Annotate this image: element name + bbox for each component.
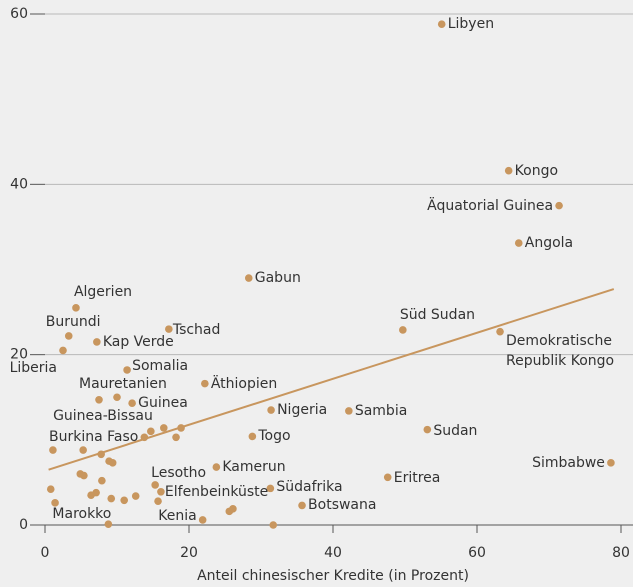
point — [120, 496, 128, 505]
point — [423, 425, 432, 434]
point — [104, 520, 113, 528]
point — [154, 497, 162, 505]
point-label: Lesotho — [151, 464, 207, 481]
x-tick-label: 80 — [612, 545, 630, 561]
point-label: Botswana — [308, 497, 377, 514]
point-label: Äquatorial Guinea — [427, 197, 554, 214]
point — [108, 459, 117, 467]
point — [248, 432, 257, 441]
point — [266, 484, 275, 493]
point — [59, 346, 67, 355]
point-label: Algerien — [73, 283, 133, 300]
point — [555, 201, 563, 210]
point — [93, 338, 101, 346]
point-label: Kenia — [158, 507, 197, 524]
point — [147, 427, 155, 436]
point — [399, 326, 407, 334]
x-tick-label: 40 — [324, 545, 342, 561]
point — [198, 516, 207, 524]
point — [92, 488, 100, 497]
point — [383, 473, 392, 482]
point — [49, 446, 57, 454]
point — [64, 332, 73, 340]
point-label: Libyen — [447, 16, 495, 33]
point — [97, 450, 105, 459]
point-label: Gabun — [254, 270, 301, 287]
point — [128, 399, 136, 408]
x-tick-label: 0 — [41, 545, 50, 561]
point-label: Eritrea — [393, 470, 441, 487]
point — [131, 492, 140, 500]
point — [514, 239, 523, 247]
point-label: Äthiopien — [210, 375, 278, 392]
point — [504, 166, 513, 175]
point-label: Sudan — [433, 422, 478, 439]
point — [496, 327, 504, 336]
point-label: Marokko — [52, 506, 112, 523]
y-tick-label: 20 — [10, 347, 28, 363]
point — [298, 501, 306, 510]
point — [113, 393, 121, 402]
point-label: Angola — [524, 235, 574, 252]
point-label: Somalia — [132, 357, 189, 374]
point — [140, 433, 149, 442]
point — [51, 499, 59, 507]
point-label: Mauretanien — [79, 376, 167, 393]
point-label: Sambia — [354, 402, 408, 419]
point-label: Guinea-Bissau — [53, 408, 153, 425]
point-label: Nigeria — [277, 402, 328, 419]
point — [172, 433, 180, 442]
point — [267, 406, 275, 414]
y-tick-label: 60 — [10, 6, 28, 22]
point — [72, 304, 80, 312]
point-label: Demokratische Republik Kongo — [506, 332, 615, 369]
point-label: Burundi — [45, 313, 101, 330]
x-tick-label: 60 — [468, 545, 486, 561]
point — [46, 485, 55, 494]
point — [437, 20, 446, 29]
point-label: Togo — [258, 428, 291, 445]
point-label: Kap Verde — [102, 333, 174, 350]
point-label: Burkina Faso — [49, 429, 139, 446]
point — [157, 487, 165, 496]
x-axis-label: Anteil chinesischer Kredite (in Prozent) — [197, 568, 469, 584]
point-label: Guinea — [138, 395, 188, 412]
point — [345, 407, 353, 415]
point — [229, 505, 237, 513]
x-tick-label: 20 — [180, 545, 198, 561]
point-label: Südafrika — [276, 479, 343, 496]
y-tick-label: 0 — [19, 517, 28, 533]
y-tick-label: 40 — [10, 176, 28, 192]
point — [607, 459, 615, 467]
point — [123, 366, 131, 374]
point — [165, 325, 173, 333]
point — [107, 494, 116, 503]
point-label: Simbabwe — [532, 454, 605, 471]
point — [177, 424, 185, 432]
point-label: Elfenbeinküste — [164, 483, 269, 500]
point — [269, 521, 278, 529]
point — [151, 481, 159, 489]
point-label: Kongo — [514, 162, 559, 179]
point-label: Tschad — [172, 322, 221, 339]
point — [212, 463, 221, 471]
point — [95, 396, 103, 404]
point-label: Kamerun — [222, 459, 286, 476]
point — [201, 379, 209, 388]
point — [98, 476, 106, 485]
point — [160, 424, 168, 432]
point — [244, 274, 253, 282]
point — [80, 471, 88, 480]
point — [79, 446, 87, 454]
point-label: Liberia — [9, 360, 57, 377]
point-label: Süd Sudan — [399, 306, 476, 323]
